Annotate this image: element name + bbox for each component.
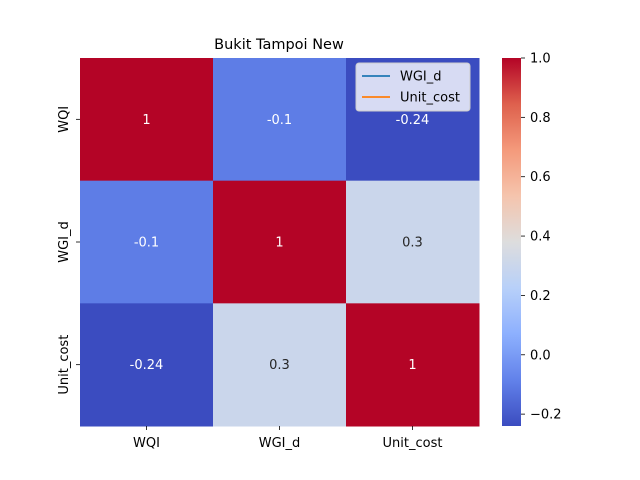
heatmap-cell bbox=[80, 303, 214, 427]
x-axis-ticks: WQI WGI_d Unit_cost bbox=[133, 426, 442, 451]
heatmap-annotations: 1 -0.1 -0.24 -0.1 1 0.3 -0.24 0.3 1 bbox=[130, 113, 430, 373]
cell-annotation: 1 bbox=[408, 358, 416, 373]
legend: WGI_d Unit_cost bbox=[355, 62, 471, 112]
legend-box bbox=[355, 62, 471, 112]
y-tick-label: WGI_d bbox=[57, 221, 72, 263]
heatmap-cell bbox=[213, 180, 347, 304]
x-tick-label: WQI bbox=[133, 436, 160, 451]
colorbar-tick-label: −0.2 bbox=[530, 408, 562, 423]
y-tick-label: WQI bbox=[57, 106, 72, 133]
cell-annotation: 0.3 bbox=[402, 236, 423, 251]
cell-annotation: 1 bbox=[275, 236, 283, 251]
colorbar-tick-label: 1.0 bbox=[530, 52, 551, 67]
legend-label-unit-cost: Unit_cost bbox=[400, 91, 460, 106]
colorbar-tick-label: 0.2 bbox=[530, 289, 551, 304]
heatmap-cell bbox=[80, 180, 214, 304]
cell-annotation: -0.1 bbox=[134, 236, 159, 251]
heatmap-cell bbox=[346, 180, 480, 304]
cell-annotation: -0.24 bbox=[396, 113, 430, 128]
y-tick-label: Unit_cost bbox=[57, 335, 72, 395]
colorbar-tick-label: 0.6 bbox=[530, 170, 551, 185]
colorbar: −0.2 0.0 0.2 0.4 0.6 0.8 1.0 bbox=[502, 52, 562, 426]
colorbar-ticks: −0.2 0.0 0.2 0.4 0.6 0.8 1.0 bbox=[521, 52, 562, 423]
heatmap-cell bbox=[80, 58, 214, 182]
x-tick-label: Unit_cost bbox=[383, 436, 443, 451]
x-tick-label: WGI_d bbox=[259, 436, 301, 451]
cell-annotation: -0.24 bbox=[130, 358, 164, 373]
colorbar-tick-label: 0.8 bbox=[530, 111, 551, 126]
cell-annotation: -0.1 bbox=[267, 113, 292, 128]
legend-label-wgi-d: WGI_d bbox=[400, 70, 442, 85]
colorbar-tick-label: 0.0 bbox=[530, 348, 551, 363]
chart-title: Bukit Tampoi New bbox=[214, 37, 344, 53]
cell-annotation: 0.3 bbox=[269, 358, 290, 373]
heatmap-cell bbox=[346, 303, 480, 427]
cell-annotation: 1 bbox=[142, 113, 150, 128]
heatmap-cell bbox=[213, 303, 347, 427]
y-axis-ticks: WQI WGI_d Unit_cost bbox=[57, 106, 80, 395]
heatmap-cell bbox=[213, 58, 347, 182]
colorbar-tick-label: 0.4 bbox=[530, 230, 551, 245]
colorbar-gradient bbox=[502, 58, 521, 426]
